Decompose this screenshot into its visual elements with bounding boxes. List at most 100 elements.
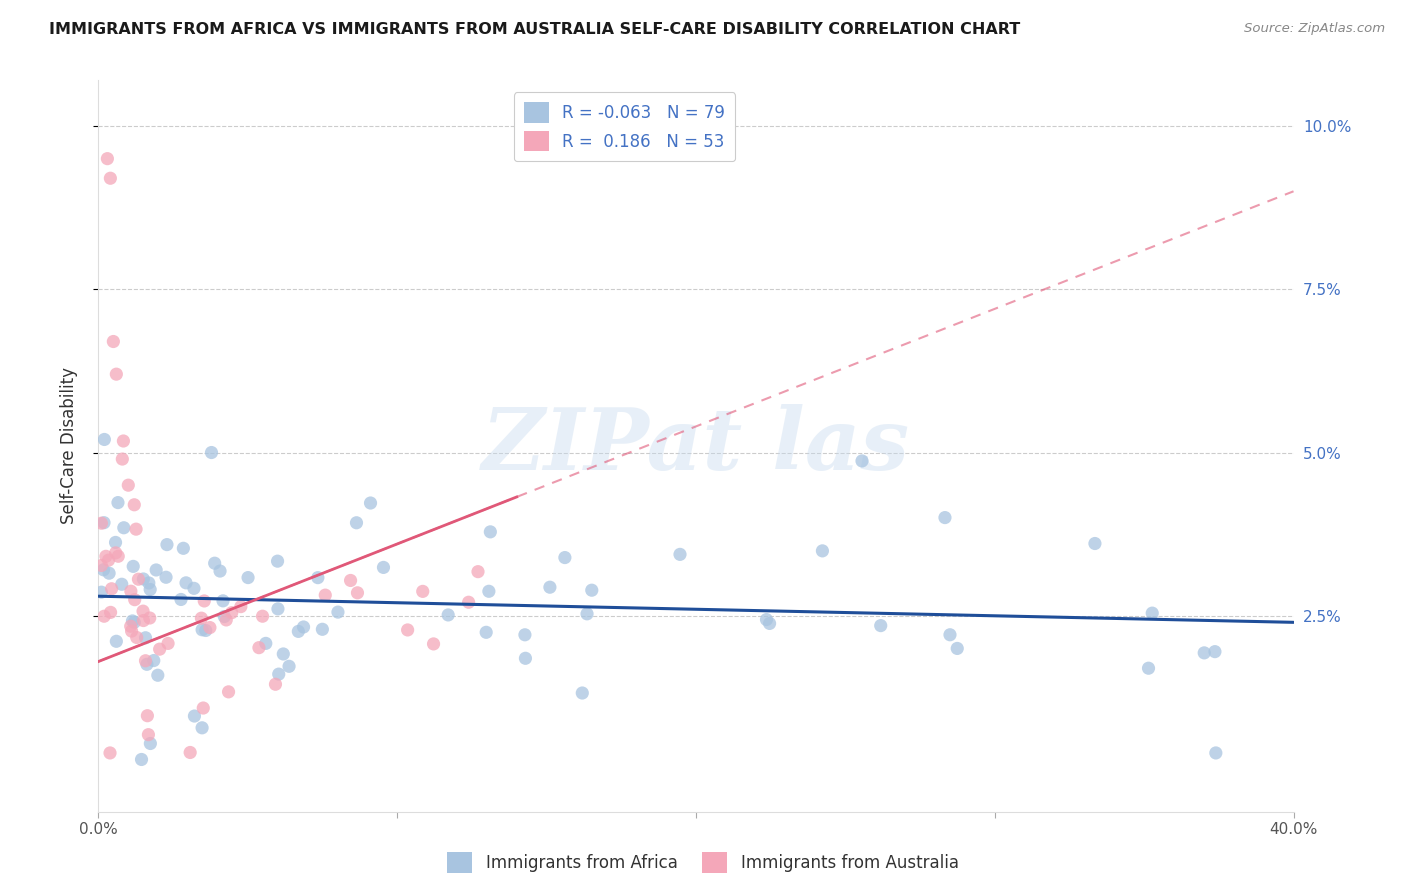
Point [100,582,122,596]
Point [214,609,236,624]
Point [278,659,301,673]
Point [475,625,498,640]
Point [120,584,142,599]
Point [758,616,780,631]
Point [755,613,778,627]
Point [412,584,434,599]
Point [554,550,576,565]
Point [851,454,873,468]
Point [132,604,155,618]
Point [146,668,169,682]
Point [125,631,148,645]
Point [252,609,274,624]
Point [155,570,177,584]
Point [90,516,112,531]
Point [112,434,135,448]
Point [98,566,121,581]
Point [93,433,115,447]
Point [934,510,956,524]
Point [478,584,501,599]
Point [122,559,145,574]
Point [307,571,329,585]
Point [292,620,315,634]
Point [174,575,197,590]
Point [538,580,561,594]
Point [869,618,891,632]
Point [479,524,502,539]
Point [247,640,270,655]
Point [311,622,333,636]
Point [132,614,155,628]
Point [145,563,167,577]
Point [1084,536,1107,550]
Point [183,709,205,723]
Point [1192,646,1215,660]
Point [373,560,395,574]
Point [139,737,162,751]
Point [98,746,121,760]
Point [122,615,145,630]
Point [139,611,162,625]
Point [191,721,214,735]
Point [396,623,419,637]
Point [107,549,129,564]
Point [98,171,122,186]
Point [266,554,288,568]
Point [120,619,142,633]
Point [125,522,148,536]
Point [576,607,599,621]
Point [515,651,537,665]
Point [90,585,112,599]
Point [100,606,122,620]
Point [138,728,160,742]
Point [422,637,444,651]
Point [190,611,212,625]
Point [669,547,692,561]
Point [96,152,118,166]
Point [946,641,969,656]
Point [254,636,277,650]
Point [179,746,201,760]
Point [1137,661,1160,675]
Point [194,624,217,638]
Point [236,571,259,585]
Point [105,367,128,381]
Point [360,496,382,510]
Point [193,701,215,715]
Point [127,572,149,586]
Point [134,654,156,668]
Point [326,605,349,619]
Point [1205,746,1227,760]
Point [94,549,117,564]
Point [513,628,536,642]
Point [93,516,115,530]
Text: ZIPat las: ZIPat las [482,404,910,488]
Text: Source: ZipAtlas.com: Source: ZipAtlas.com [1244,22,1385,36]
Point [121,624,143,638]
Point [105,634,128,648]
Point [346,586,368,600]
Point [172,541,194,556]
Point [93,609,115,624]
Point [124,592,146,607]
Point [107,495,129,509]
Text: IMMIGRANTS FROM AFRICA VS IMMIGRANTS FROM AUSTRALIA SELF-CARE DISABILITY CORRELA: IMMIGRANTS FROM AFRICA VS IMMIGRANTS FRO… [49,22,1021,37]
Point [135,631,157,645]
Point [571,686,593,700]
Point [139,582,162,597]
Point [104,546,127,560]
Point [142,654,165,668]
Point [198,621,221,635]
Point [271,647,294,661]
Point [97,553,120,567]
Point [212,594,235,608]
Legend: R = -0.063   N = 79, R =  0.186   N = 53: R = -0.063 N = 79, R = 0.186 N = 53 [513,92,735,161]
Point [136,708,159,723]
Point [200,445,222,459]
Point [132,572,155,586]
Point [121,614,143,628]
Point [811,544,834,558]
Point [193,594,215,608]
Point [149,642,172,657]
Point [104,535,127,549]
